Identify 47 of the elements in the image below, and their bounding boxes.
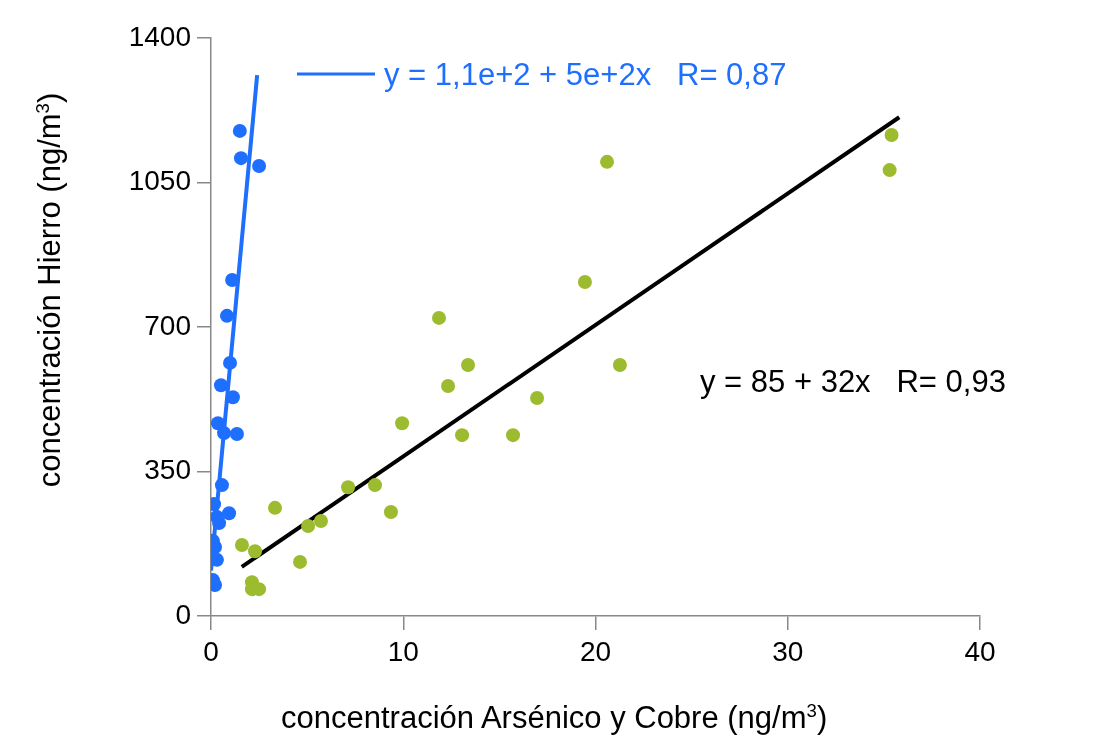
point bbox=[219, 308, 234, 323]
x-tick-label: 40 bbox=[964, 635, 996, 667]
point bbox=[313, 514, 328, 529]
y-tick-label: 0 bbox=[175, 598, 191, 630]
x-tick-label: 10 bbox=[387, 635, 419, 667]
point bbox=[884, 128, 899, 143]
point bbox=[223, 355, 238, 370]
point bbox=[341, 480, 356, 495]
y-tick-label: 1050 bbox=[128, 165, 191, 197]
point bbox=[212, 516, 227, 531]
y-tick-label: 700 bbox=[144, 309, 191, 341]
point bbox=[217, 426, 232, 441]
point bbox=[455, 428, 470, 443]
point bbox=[293, 554, 308, 569]
point bbox=[600, 154, 615, 169]
text: y = 85 + 32x R= 0,93 bbox=[700, 363, 1006, 399]
point bbox=[506, 428, 521, 443]
x-tick-label: 0 bbox=[203, 635, 219, 667]
point bbox=[577, 275, 592, 289]
point bbox=[229, 426, 244, 441]
point bbox=[252, 158, 267, 173]
point bbox=[882, 163, 897, 178]
point bbox=[211, 552, 224, 567]
point bbox=[268, 500, 283, 515]
x-tick-label: 20 bbox=[579, 635, 612, 667]
point bbox=[301, 519, 316, 533]
y-tick-label: 1400 bbox=[128, 20, 191, 52]
point bbox=[233, 151, 248, 166]
point bbox=[530, 391, 545, 406]
point bbox=[248, 544, 263, 559]
point bbox=[367, 478, 382, 493]
point bbox=[232, 123, 247, 138]
point bbox=[214, 378, 228, 393]
x-tick-label: 30 bbox=[772, 635, 804, 667]
point bbox=[612, 357, 627, 372]
point bbox=[383, 504, 398, 519]
point bbox=[395, 416, 410, 431]
point bbox=[461, 357, 476, 372]
y-tick-label: 350 bbox=[144, 454, 191, 486]
point bbox=[234, 537, 249, 552]
point bbox=[432, 310, 447, 325]
x-axis-title: concentración Arsénico y Cobre (ng/m$^{3}$) bbox=[280, 700, 829, 737]
point bbox=[222, 506, 237, 521]
legend-label: y = 1,1e+2 + 5e+2x R= 0,87 bbox=[384, 56, 787, 92]
point bbox=[441, 379, 456, 394]
point bbox=[214, 478, 229, 493]
point bbox=[211, 416, 225, 431]
